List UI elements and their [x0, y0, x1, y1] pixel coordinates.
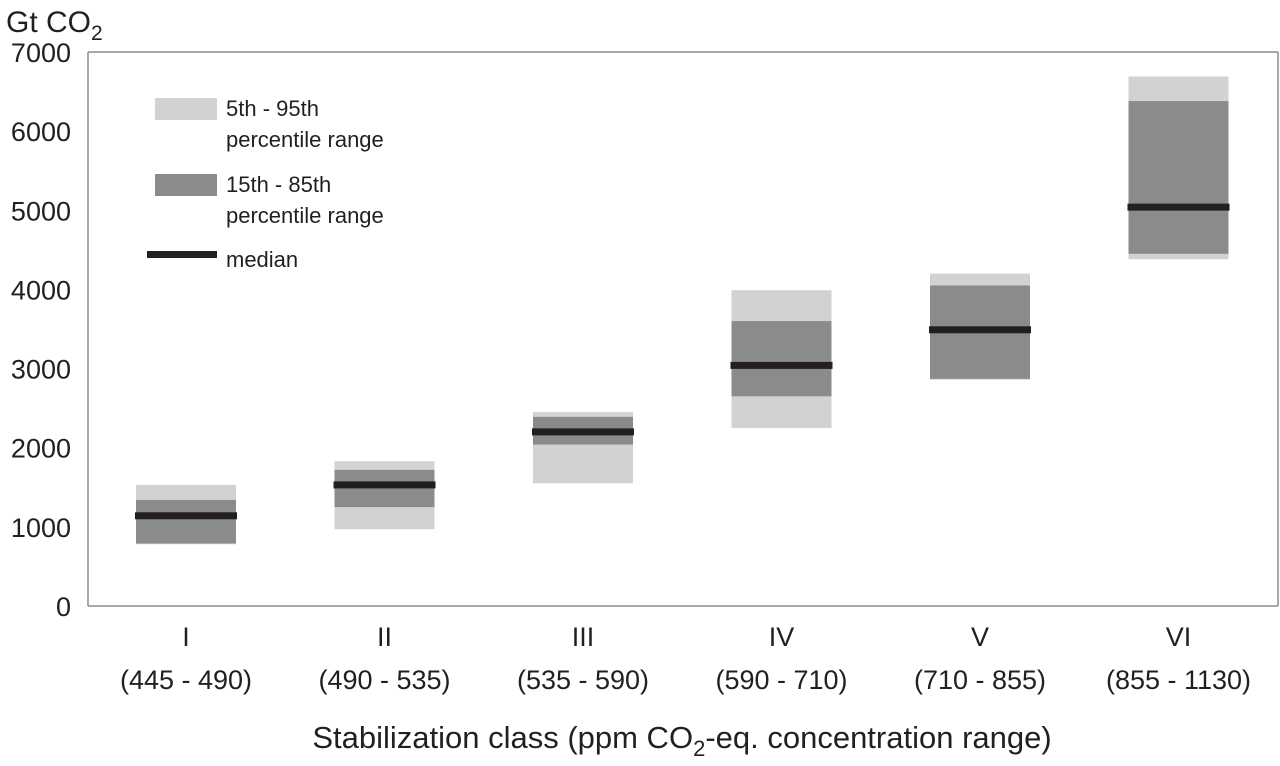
y-tick-label-7000: 7000	[11, 38, 71, 68]
category-III	[532, 412, 634, 484]
median-line-V	[929, 326, 1031, 334]
legend-label-median: median	[226, 247, 298, 272]
median-line-VI	[1127, 203, 1230, 211]
category-label-I: I	[182, 622, 190, 652]
legend-swatch-p5-p95	[155, 98, 217, 120]
y-tick-label-6000: 6000	[11, 117, 71, 147]
y-tick-label-0: 0	[56, 592, 71, 622]
legend-label-p5-p95-line2: percentile range	[226, 127, 384, 152]
category-II	[333, 461, 436, 530]
x-axis-title-subscript: 2	[693, 736, 705, 761]
legend-label-p15-p85-line2: percentile range	[226, 203, 384, 228]
category-VI	[1127, 76, 1230, 260]
category-range-III: (535 - 590)	[517, 665, 649, 695]
median-line-II	[333, 481, 436, 489]
x-axis-title: Stabilization class (ppm CO2-eq. concent…	[312, 720, 1051, 761]
category-range-IV: (590 - 710)	[715, 665, 847, 695]
legend-label-p5-p95: 5th - 95th percentile range	[226, 96, 384, 152]
category-range-I: (445 - 490)	[120, 665, 252, 695]
y-unit-subscript: 2	[91, 22, 103, 45]
category-V	[929, 273, 1031, 380]
category-I	[135, 484, 237, 545]
category-label-VI: VI	[1166, 622, 1192, 652]
x-category-labels: I (445 - 490) II (490 - 535) III (535 - 590) I…	[120, 622, 1251, 695]
plot-frame	[87, 51, 1279, 607]
legend-label-p5-p95-line1: 5th - 95th	[226, 96, 319, 121]
category-range-V: (710 - 855)	[914, 665, 1046, 695]
bars	[135, 76, 1230, 545]
legend: 5th - 95th percentile range 15th - 85th …	[147, 96, 384, 272]
y-tick-label-2000: 2000	[11, 434, 71, 464]
y-tick-label-4000: 4000	[11, 275, 71, 305]
category-IV	[730, 290, 833, 428]
category-label-II: II	[377, 622, 392, 652]
y-tick-label-3000: 3000	[11, 355, 71, 385]
bar-p15-p85-II	[334, 469, 435, 508]
median-line-III	[532, 428, 634, 436]
y-unit-label: Gt CO2	[6, 6, 103, 45]
legend-label-p15-p85-line1: 15th - 85th	[226, 172, 331, 197]
y-tick-label-1000: 1000	[11, 513, 71, 543]
median-line-I	[135, 512, 237, 520]
median-line-IV	[730, 361, 833, 369]
category-label-V: V	[971, 622, 989, 652]
bar-p15-p85-VI	[1128, 101, 1229, 254]
y-tick-labels: 0 1000 2000 3000 4000 5000 6000 7000	[11, 38, 71, 622]
category-label-III: III	[572, 622, 595, 652]
bar-p15-p85-I	[136, 499, 236, 544]
legend-swatch-p15-p85	[155, 174, 217, 196]
legend-swatch-median	[147, 251, 217, 258]
category-label-IV: IV	[769, 622, 795, 652]
category-range-II: (490 - 535)	[318, 665, 450, 695]
x-axis-title-suffix: -eq. concentration range)	[705, 720, 1051, 755]
y-tick-label-5000: 5000	[11, 196, 71, 226]
bar-p15-p85-IV	[731, 321, 832, 397]
category-range-VI: (855 - 1130)	[1106, 665, 1251, 695]
legend-label-p15-p85: 15th - 85th percentile range	[226, 172, 384, 228]
